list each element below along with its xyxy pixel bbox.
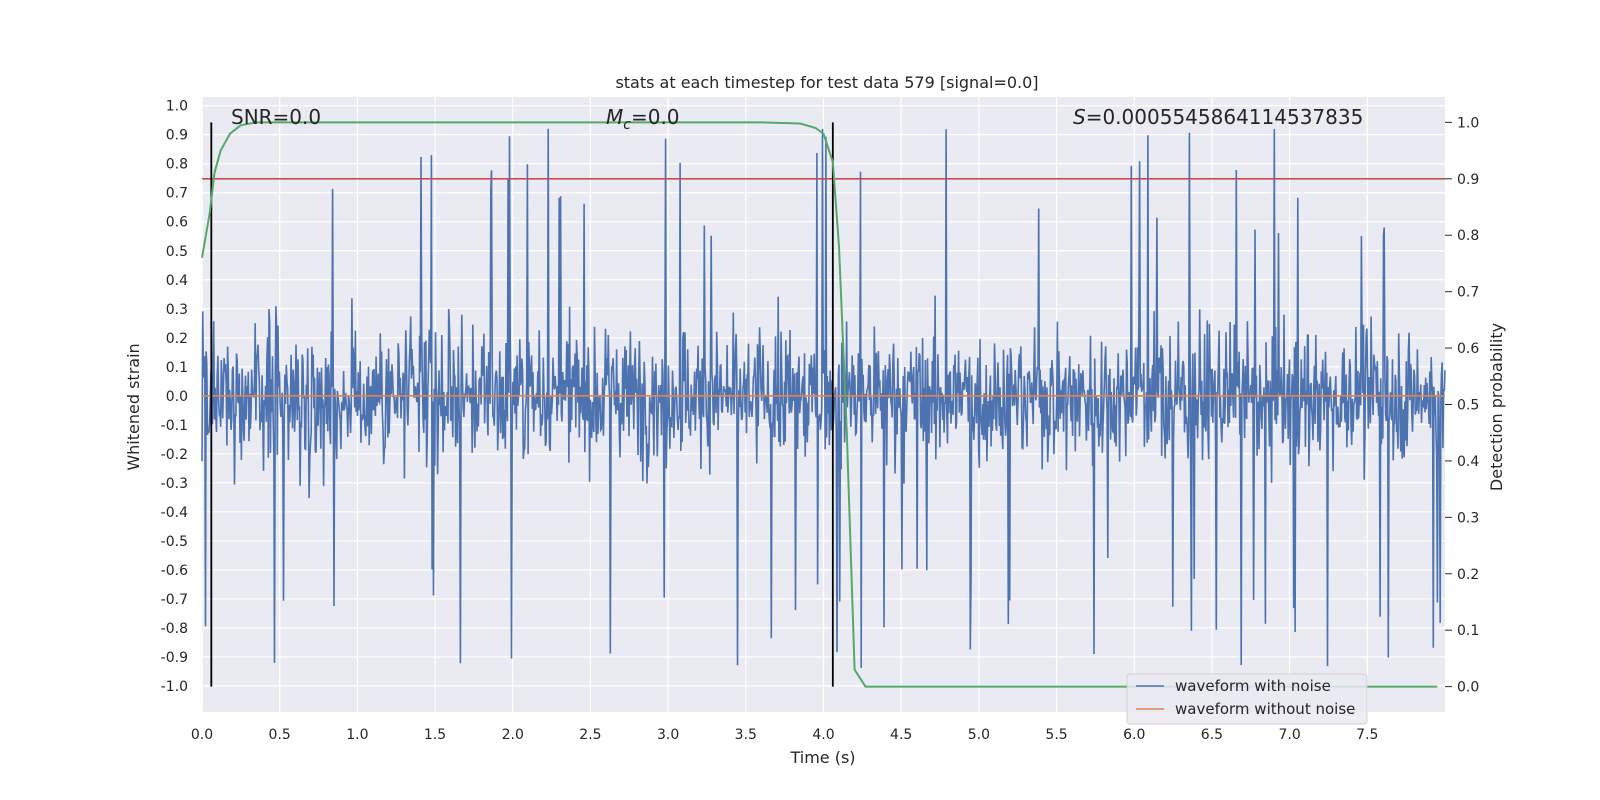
y-tick-label: -1.0: [161, 679, 188, 695]
x-tick-label: 1.5: [424, 727, 446, 743]
x-tick-label: 1.0: [346, 727, 368, 743]
y-tick-label: 0.4: [166, 273, 188, 289]
y-tick-label: 0.0: [166, 389, 188, 405]
y-tick-label: 0.1: [166, 360, 188, 376]
y-tick-label: -0.6: [161, 563, 188, 579]
y2-tick-label: 0.6: [1457, 341, 1479, 357]
y-tick-label: -0.9: [161, 650, 188, 666]
y2-tick-label: 0.2: [1457, 567, 1479, 583]
x-axis-label: Time (s): [789, 748, 855, 767]
x-tick-label: 7.5: [1356, 727, 1378, 743]
y-tick-label: -0.5: [161, 534, 188, 550]
y2-axis-label: Detection probability: [1487, 323, 1506, 491]
y2-tick-label: 0.8: [1457, 228, 1479, 244]
legend-label-noise: waveform with noise: [1175, 677, 1331, 695]
legend-box: [1126, 673, 1368, 725]
y-tick-label: 0.3: [166, 302, 188, 318]
y2-tick-label: 0.5: [1457, 398, 1479, 414]
x-tick-label: 2.0: [502, 727, 524, 743]
y-tick-label: 0.9: [166, 128, 188, 144]
x-tick-label: 0.5: [269, 727, 291, 743]
legend-label-clean: waveform without noise: [1175, 700, 1355, 718]
x-tick-label: 5.5: [1045, 727, 1067, 743]
y-tick-label: 1.0: [166, 99, 188, 115]
y2-tick-label: 0.1: [1457, 623, 1479, 639]
series-detection-probability: [201, 121, 1438, 688]
y2-tick-label: 0.0: [1457, 680, 1479, 696]
s-symbol: S: [1073, 105, 1086, 129]
x-tick-label: 6.0: [1123, 727, 1145, 743]
x-tick-label: 3.5: [735, 727, 757, 743]
y-tick-label: 0.5: [166, 244, 188, 260]
chirp-mass-subscript: c: [623, 117, 631, 133]
snr-annotation: SNR=0.0: [231, 105, 321, 129]
y-tick-label: 0.7: [166, 186, 188, 202]
x-axis: 0.0 0.5 1.0 1.5 2.0 2.5 3.0 3.5 4.0 4.5 5.0 5.5 6.0 6…: [191, 727, 1379, 743]
y2-tick-label: 0.3: [1457, 510, 1479, 526]
legend: waveform with noise waveform without noi…: [1126, 673, 1368, 725]
s-value: =0.0005545864114537835: [1086, 105, 1364, 129]
series-waveform-with-noise: [201, 128, 1446, 668]
y2-tick-label: 0.4: [1457, 454, 1479, 470]
y-tick-label: -0.8: [161, 621, 188, 637]
chirp-mass-symbol: M: [606, 105, 623, 129]
y2-tick-label: 0.9: [1457, 172, 1479, 188]
y-tick-label: 0.8: [166, 157, 188, 173]
y-axis-right: 0.0 0.1 0.2 0.3 0.4 0.5 0.6 0.7 0.8 0.9 1.0: [1445, 115, 1479, 696]
y2-tick-label: 0.7: [1457, 285, 1479, 301]
y-tick-label: -0.3: [161, 476, 188, 492]
y-axis-label: Whitened strain: [124, 343, 143, 470]
y-axis-left: 1.0 0.9 0.8 0.7 0.6 0.5 0.4 0.3 0.2 0.1 0.0 -0.1 -0.…: [161, 99, 188, 695]
x-tick-label: 7.0: [1278, 727, 1300, 743]
x-tick-label: 6.5: [1201, 727, 1223, 743]
series-layer: [201, 121, 1446, 688]
x-tick-label: 0.0: [191, 727, 213, 743]
x-tick-label: 3.0: [657, 727, 679, 743]
y-tick-label: 0.2: [166, 331, 188, 347]
chirp-mass-value: =0.0: [631, 105, 680, 129]
chirp-mass-annotation: Mc=0.0: [606, 105, 680, 133]
chart-title: stats at each timestep for test data 579…: [615, 73, 1038, 92]
x-tick-label: 4.0: [812, 727, 834, 743]
y2-tick-label: 1.0: [1457, 115, 1479, 131]
y-tick-label: -0.4: [161, 505, 188, 521]
y-tick-label: -0.7: [161, 592, 188, 608]
s-annotation: S=0.0005545864114537835: [1073, 105, 1363, 129]
y-tick-label: 0.6: [166, 215, 188, 231]
x-tick-label: 4.5: [890, 727, 912, 743]
x-tick-label: 5.0: [968, 727, 990, 743]
x-tick-label: 2.5: [579, 727, 601, 743]
y-tick-label: -0.1: [161, 418, 188, 434]
y-tick-label: -0.2: [161, 447, 188, 463]
